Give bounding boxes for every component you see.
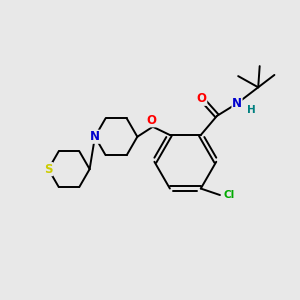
- Text: N: N: [90, 130, 100, 143]
- Text: O: O: [146, 114, 156, 127]
- Text: S: S: [44, 163, 53, 176]
- Text: N: N: [232, 97, 242, 110]
- Text: Cl: Cl: [223, 190, 234, 200]
- Text: H: H: [247, 105, 256, 115]
- Text: O: O: [197, 92, 207, 105]
